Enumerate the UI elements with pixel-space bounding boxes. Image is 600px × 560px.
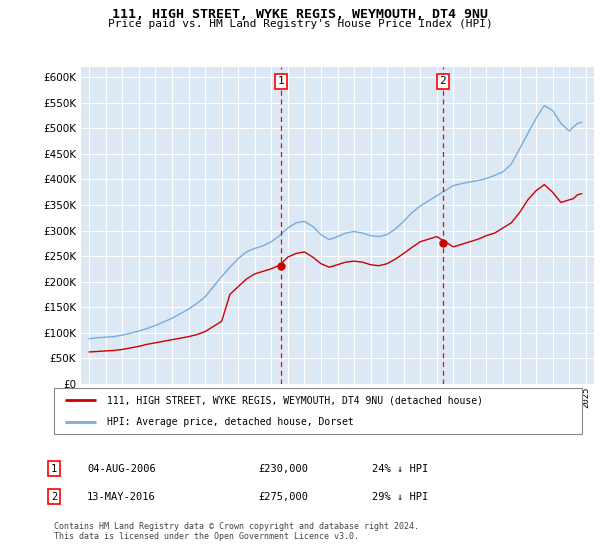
Text: 24% ↓ HPI: 24% ↓ HPI bbox=[372, 464, 428, 474]
Text: 04-AUG-2006: 04-AUG-2006 bbox=[87, 464, 156, 474]
Text: 13-MAY-2016: 13-MAY-2016 bbox=[87, 492, 156, 502]
Text: 111, HIGH STREET, WYKE REGIS, WEYMOUTH, DT4 9NU (detached house): 111, HIGH STREET, WYKE REGIS, WEYMOUTH, … bbox=[107, 395, 483, 405]
Text: 2: 2 bbox=[51, 492, 57, 502]
Text: 2: 2 bbox=[440, 76, 446, 86]
Text: Price paid vs. HM Land Registry's House Price Index (HPI): Price paid vs. HM Land Registry's House … bbox=[107, 19, 493, 29]
Text: Contains HM Land Registry data © Crown copyright and database right 2024.
This d: Contains HM Land Registry data © Crown c… bbox=[54, 522, 419, 542]
Text: 29% ↓ HPI: 29% ↓ HPI bbox=[372, 492, 428, 502]
Text: 1: 1 bbox=[278, 76, 284, 86]
Text: 111, HIGH STREET, WYKE REGIS, WEYMOUTH, DT4 9NU: 111, HIGH STREET, WYKE REGIS, WEYMOUTH, … bbox=[112, 8, 488, 21]
Text: £275,000: £275,000 bbox=[258, 492, 308, 502]
Text: HPI: Average price, detached house, Dorset: HPI: Average price, detached house, Dors… bbox=[107, 417, 353, 427]
Text: £230,000: £230,000 bbox=[258, 464, 308, 474]
Text: 1: 1 bbox=[51, 464, 57, 474]
